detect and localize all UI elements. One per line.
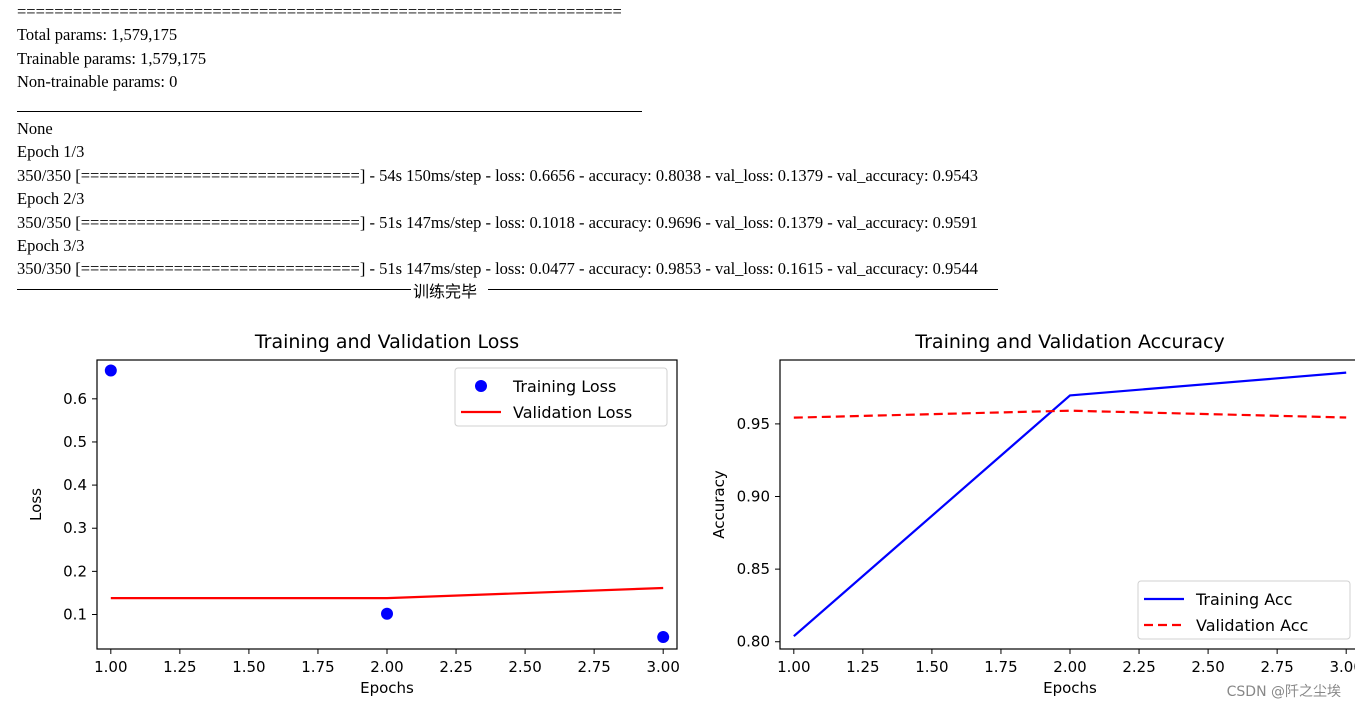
console-separator: ========================================…: [17, 2, 622, 21]
console-line: 350/350 [==============================]…: [17, 259, 979, 279]
legend-entry: Training Loss: [512, 377, 616, 396]
y-axis-label: Accuracy: [710, 470, 728, 539]
y-tick-label: 0.85: [737, 560, 770, 578]
legend-entry: Validation Acc: [1196, 616, 1308, 635]
series-training-loss-point: [104, 364, 117, 377]
x-tick-label: 2.25: [439, 658, 472, 676]
y-tick-label: 0.95: [737, 415, 770, 433]
console-line: None: [17, 118, 53, 138]
plots-figure: Training and Validation Loss 1.00 1.25 1.50…: [27, 331, 1355, 697]
done-divider-left: [17, 289, 411, 290]
x-tick-label: 2.00: [370, 658, 403, 676]
console-line: Epoch 2/3: [17, 189, 85, 209]
y-tick-label: 0.6: [63, 390, 87, 408]
done-divider-right: [488, 289, 998, 290]
chart-loss: Training and Validation Loss 1.00 1.25 1.50…: [27, 331, 680, 697]
x-tick-label: 2.75: [577, 658, 610, 676]
series-training-loss-point: [381, 607, 393, 620]
x-tick-label: 1.25: [163, 658, 196, 676]
series-training-loss-point: [657, 631, 670, 644]
plot-frame: [779, 359, 1355, 650]
x-tick-label: 3.00: [646, 658, 679, 676]
console-line: Trainable params: 1,579,175: [17, 48, 207, 68]
x-axis-label: Epochs: [360, 679, 414, 697]
plot-frame: [96, 359, 678, 650]
legend-entry: Training Acc: [1195, 590, 1292, 609]
x-axis-label: Epochs: [1043, 679, 1097, 697]
summary-divider: [17, 111, 642, 112]
x-tick-label: 2.50: [508, 658, 541, 676]
y-tick-label: 0.2: [63, 562, 87, 580]
y-tick-label: 0.80: [737, 633, 770, 651]
series-validation-loss-line: [110, 586, 664, 600]
done-text: 训练完毕: [413, 282, 478, 301]
x-tick-label: 1.50: [232, 658, 265, 676]
console-line: Epoch 3/3: [17, 235, 85, 255]
x-tick-label: 1.00: [94, 658, 127, 676]
legend-box: [454, 367, 668, 427]
y-tick-label: 0.1: [63, 605, 87, 623]
console-line: 350/350 [==============================]…: [17, 212, 979, 232]
series-validation-acc-line: [793, 409, 1347, 419]
x-tick-label: 2.00: [1053, 658, 1086, 676]
x-tick-label: 3.00: [1329, 658, 1355, 676]
console-line: 350/350 [==============================]…: [17, 165, 979, 185]
x-tick-label: 2.25: [1122, 658, 1155, 676]
y-tick-label: 0.5: [63, 433, 87, 451]
y-axis-label: Loss: [27, 488, 45, 521]
x-tick-label: 1.25: [846, 658, 879, 676]
y-tick-label: 0.3: [63, 519, 87, 537]
x-tick-label: 1.50: [915, 658, 948, 676]
chart-accuracy: Training and Validation Accuracy 1.00 1.25…: [710, 331, 1355, 697]
console-output: ========================================…: [17, 0, 1337, 281]
legend-marker: [475, 380, 487, 392]
chart-title: Training and Validation Loss: [254, 331, 519, 353]
console-line: Total params: 1,579,175: [17, 25, 178, 45]
x-tick-label: 2.50: [1191, 658, 1224, 676]
legend-box: [1137, 580, 1351, 640]
series-training-acc-line: [793, 371, 1347, 638]
console-line: Epoch 1/3: [17, 142, 85, 162]
legend-entry: Validation Loss: [513, 403, 632, 422]
x-tick-label: 1.75: [984, 658, 1017, 676]
legend: Training Loss Validation Loss: [454, 367, 668, 427]
y-tick-label: 0.4: [63, 476, 87, 494]
watermark: CSDN @阡之尘埃: [1226, 684, 1341, 700]
y-tick-label: 0.90: [737, 488, 770, 506]
x-tick-label: 2.75: [1260, 658, 1293, 676]
console-blank-line: [17, 94, 1337, 117]
chart-title: Training and Validation Accuracy: [914, 331, 1224, 353]
x-tick-label: 1.00: [777, 658, 810, 676]
x-tick-label: 1.75: [301, 658, 334, 676]
legend: Training Acc Validation Acc: [1137, 580, 1351, 640]
console-line: Non-trainable params: 0: [17, 72, 178, 92]
